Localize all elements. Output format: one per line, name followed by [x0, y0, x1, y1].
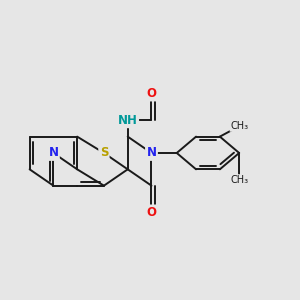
Text: S: S: [100, 146, 108, 160]
Text: N: N: [48, 146, 59, 160]
Text: N: N: [146, 146, 157, 160]
Text: CH₃: CH₃: [230, 175, 248, 185]
Text: O: O: [146, 206, 157, 219]
Text: NH: NH: [118, 114, 138, 127]
Text: CH₃: CH₃: [230, 121, 248, 131]
Text: O: O: [146, 87, 157, 100]
